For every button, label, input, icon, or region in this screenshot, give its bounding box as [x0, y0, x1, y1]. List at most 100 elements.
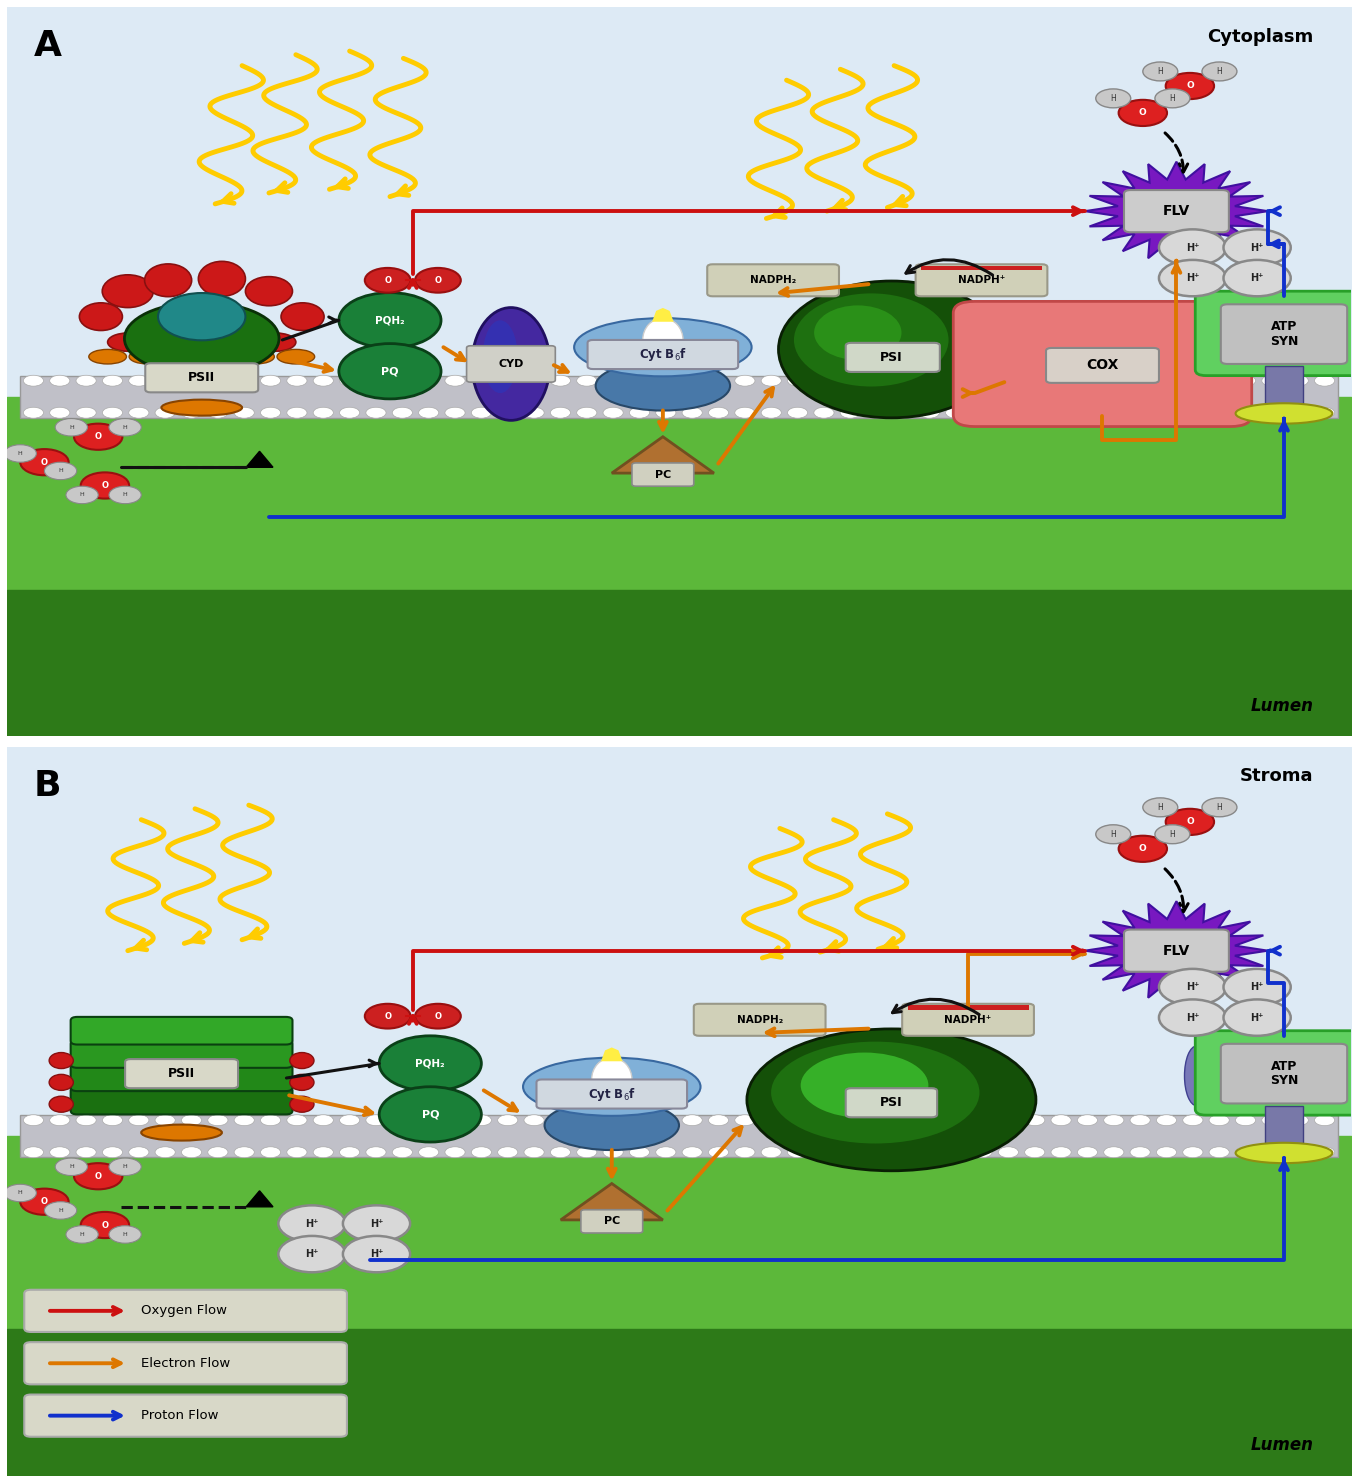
- Circle shape: [208, 1147, 228, 1157]
- Circle shape: [524, 408, 545, 418]
- Circle shape: [76, 1147, 96, 1157]
- Circle shape: [50, 375, 69, 387]
- Text: PSI: PSI: [880, 351, 903, 365]
- Circle shape: [287, 375, 307, 387]
- Text: H⁺: H⁺: [369, 1249, 383, 1260]
- Text: PSII: PSII: [189, 372, 216, 384]
- Circle shape: [1315, 1147, 1335, 1157]
- Circle shape: [1025, 408, 1044, 418]
- Circle shape: [340, 1147, 360, 1157]
- Circle shape: [182, 408, 201, 418]
- Circle shape: [866, 1114, 887, 1126]
- Ellipse shape: [1184, 1046, 1209, 1106]
- Text: PC: PC: [655, 470, 671, 480]
- Circle shape: [155, 375, 175, 387]
- Circle shape: [894, 1147, 913, 1157]
- Circle shape: [1025, 1114, 1044, 1126]
- Circle shape: [471, 375, 492, 387]
- Circle shape: [1119, 836, 1167, 863]
- Circle shape: [234, 375, 254, 387]
- Circle shape: [760, 1147, 781, 1157]
- Circle shape: [1289, 408, 1308, 418]
- Circle shape: [208, 1114, 228, 1126]
- Circle shape: [102, 408, 122, 418]
- Circle shape: [287, 408, 307, 418]
- Circle shape: [234, 1147, 254, 1157]
- Text: Cytoplasm: Cytoplasm: [1207, 28, 1313, 46]
- Circle shape: [629, 408, 649, 418]
- Ellipse shape: [198, 261, 246, 296]
- Circle shape: [416, 1003, 460, 1029]
- Circle shape: [314, 1114, 333, 1126]
- Text: O: O: [384, 1012, 391, 1021]
- Circle shape: [45, 462, 76, 480]
- Text: O: O: [102, 482, 109, 491]
- Circle shape: [735, 1147, 755, 1157]
- Circle shape: [340, 1114, 360, 1126]
- Circle shape: [76, 375, 96, 387]
- Text: H: H: [122, 1232, 128, 1237]
- FancyBboxPatch shape: [588, 339, 739, 369]
- Circle shape: [344, 1205, 410, 1242]
- Text: COX: COX: [1086, 359, 1119, 372]
- Text: H: H: [1111, 830, 1116, 839]
- Text: O: O: [1186, 818, 1194, 827]
- Circle shape: [813, 408, 834, 418]
- Circle shape: [1262, 408, 1282, 418]
- Text: H: H: [69, 1165, 73, 1169]
- Text: PQ: PQ: [382, 366, 399, 376]
- Bar: [1266, 1106, 1302, 1144]
- Circle shape: [182, 375, 201, 387]
- Text: B: B: [34, 769, 61, 803]
- Circle shape: [109, 486, 141, 504]
- Circle shape: [392, 408, 413, 418]
- Polygon shape: [246, 452, 273, 467]
- Text: Lumen: Lumen: [1251, 697, 1313, 714]
- Text: O: O: [435, 276, 441, 285]
- Circle shape: [20, 449, 69, 476]
- Circle shape: [1224, 230, 1290, 265]
- Circle shape: [1096, 825, 1131, 843]
- Circle shape: [234, 1114, 254, 1126]
- Ellipse shape: [747, 1029, 1036, 1171]
- Circle shape: [392, 1114, 413, 1126]
- Circle shape: [1077, 1114, 1097, 1126]
- Circle shape: [102, 1114, 122, 1126]
- Ellipse shape: [1236, 1143, 1332, 1163]
- Polygon shape: [652, 308, 674, 322]
- FancyBboxPatch shape: [24, 1395, 346, 1436]
- Circle shape: [365, 375, 386, 387]
- Text: PC: PC: [604, 1217, 619, 1227]
- Circle shape: [1119, 99, 1167, 126]
- Circle shape: [1209, 408, 1229, 418]
- Circle shape: [1143, 62, 1177, 82]
- Ellipse shape: [801, 1052, 929, 1117]
- Circle shape: [841, 408, 861, 418]
- Circle shape: [416, 268, 460, 292]
- Circle shape: [75, 424, 122, 451]
- Circle shape: [340, 375, 360, 387]
- Circle shape: [1130, 1147, 1150, 1157]
- Circle shape: [1224, 999, 1290, 1036]
- FancyBboxPatch shape: [1221, 304, 1347, 365]
- Circle shape: [340, 408, 360, 418]
- Circle shape: [287, 1147, 307, 1157]
- Circle shape: [919, 1147, 940, 1157]
- Ellipse shape: [49, 1074, 73, 1091]
- Text: H: H: [122, 425, 128, 430]
- Text: H⁺: H⁺: [1251, 243, 1264, 252]
- Circle shape: [109, 1157, 141, 1175]
- Circle shape: [1289, 1147, 1308, 1157]
- Circle shape: [1262, 1147, 1282, 1157]
- Circle shape: [1158, 999, 1226, 1036]
- FancyBboxPatch shape: [24, 1343, 346, 1384]
- Circle shape: [155, 1147, 175, 1157]
- Text: O: O: [102, 1221, 109, 1230]
- Circle shape: [682, 1114, 702, 1126]
- Ellipse shape: [129, 350, 167, 365]
- Text: H⁺: H⁺: [1251, 273, 1264, 283]
- Circle shape: [656, 1114, 676, 1126]
- Circle shape: [1236, 1147, 1256, 1157]
- Bar: [921, 265, 1042, 270]
- FancyBboxPatch shape: [846, 1088, 937, 1117]
